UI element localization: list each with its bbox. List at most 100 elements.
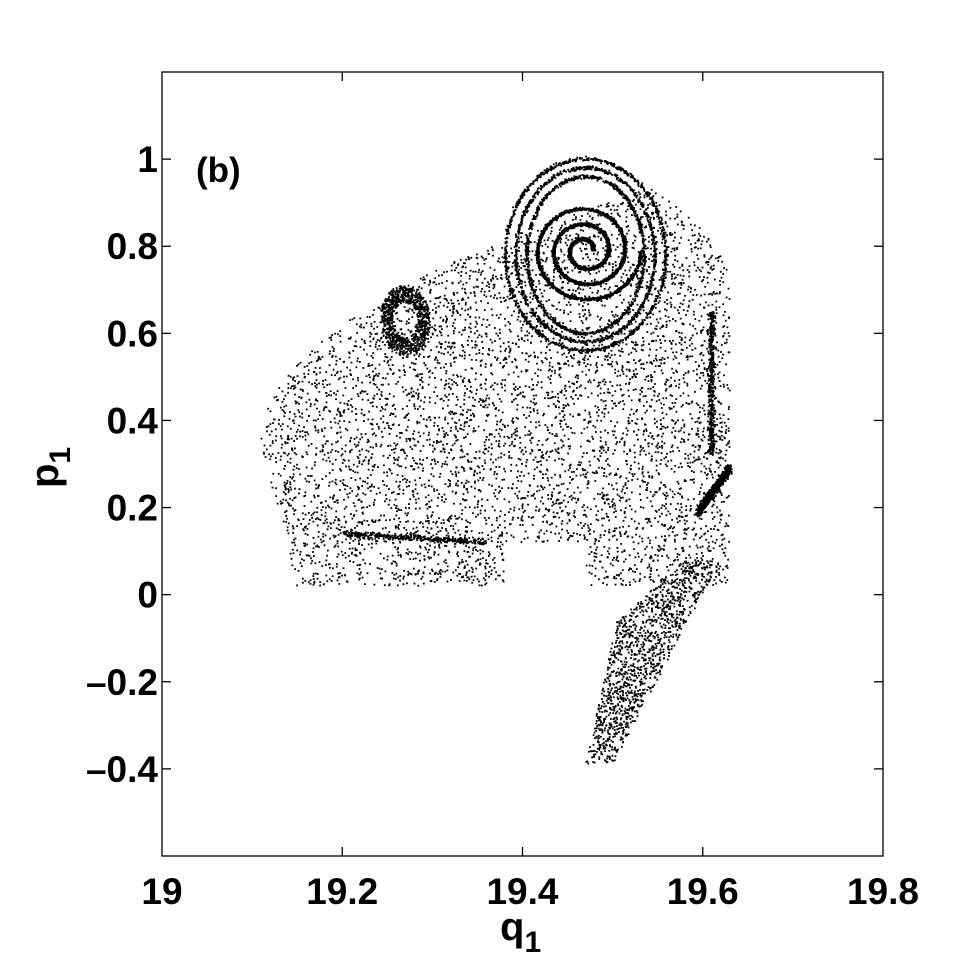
- scatter-point: [496, 420, 499, 423]
- scatter-point: [549, 232, 552, 235]
- scatter-point: [650, 234, 653, 237]
- scatter-point: [429, 300, 432, 303]
- scatter-point: [470, 418, 473, 421]
- scatter-point: [655, 464, 658, 467]
- scatter-point: [660, 481, 662, 484]
- scatter-point: [527, 472, 530, 475]
- scatter-point: [622, 485, 625, 488]
- scatter-point: [670, 407, 673, 410]
- scatter-point: [460, 576, 463, 579]
- scatter-point: [672, 339, 674, 342]
- scatter-point: [381, 317, 384, 319]
- scatter-point: [391, 534, 394, 537]
- scatter-point: [514, 397, 517, 400]
- scatter-point: [687, 371, 690, 374]
- scatter-point: [496, 497, 499, 500]
- scatter-point: [331, 469, 334, 471]
- scatter-point: [469, 327, 472, 330]
- scatter-point: [607, 388, 610, 391]
- scatter-point: [349, 337, 352, 340]
- scatter-point: [342, 479, 345, 481]
- scatter-point: [471, 404, 474, 407]
- scatter-point: [490, 573, 493, 575]
- scatter-point: [285, 521, 288, 523]
- scatter-point: [344, 427, 347, 430]
- scatter-point: [662, 492, 665, 495]
- scatter-point: [566, 282, 569, 285]
- scatter-point: [507, 321, 510, 323]
- scatter-point: [620, 332, 623, 335]
- scatter-point: [677, 466, 680, 469]
- scatter-point: [355, 445, 358, 448]
- scatter-point: [510, 470, 512, 472]
- scatter-point: [299, 415, 301, 418]
- scatter-point: [614, 449, 616, 452]
- scatter-point: [444, 418, 446, 421]
- scatter-point: [292, 507, 294, 510]
- scatter-point: [671, 431, 673, 434]
- scatter-point: [607, 449, 609, 451]
- scatter-point: [314, 562, 317, 565]
- scatter-point: [545, 258, 548, 261]
- scatter-point: [438, 282, 441, 285]
- scatter-point: [482, 550, 484, 553]
- scatter-point: [422, 418, 425, 421]
- scatter-point: [711, 518, 714, 520]
- scatter-point: [448, 341, 450, 344]
- scatter-point: [647, 471, 650, 474]
- scatter-point: [441, 496, 443, 498]
- scatter-point: [352, 463, 355, 466]
- scatter-point: [356, 572, 359, 575]
- scatter-point: [664, 494, 666, 497]
- scatter-point: [587, 481, 590, 483]
- scatter-point: [487, 249, 489, 252]
- scatter-point: [711, 254, 713, 257]
- scatter-point: [462, 346, 465, 348]
- scatter-point: [597, 510, 599, 513]
- scatter-point: [621, 437, 624, 439]
- scatter-point: [514, 434, 517, 437]
- scatter-point: [356, 357, 359, 360]
- scatter-point: [702, 354, 705, 357]
- scatter-point: [659, 463, 662, 465]
- scatter-point: [582, 288, 585, 291]
- scatter-point: [463, 398, 466, 401]
- scatter-point: [662, 325, 665, 328]
- scatter-point: [499, 313, 502, 316]
- scatter-point: [562, 499, 565, 502]
- scatter-point: [521, 241, 523, 243]
- scatter-point: [348, 542, 351, 544]
- scatter-point: [357, 521, 360, 524]
- scatter-point: [574, 516, 576, 518]
- scatter-point: [291, 525, 294, 527]
- scatter-point: [324, 500, 327, 502]
- scatter-point: [660, 369, 663, 372]
- scatter-point: [591, 347, 594, 350]
- scatter-point: [637, 270, 640, 272]
- scatter-point: [514, 386, 517, 388]
- scatter-point: [713, 278, 716, 281]
- scatter-point: [654, 517, 656, 520]
- scatter-point: [381, 407, 384, 410]
- scatter-point: [537, 381, 539, 384]
- scatter-point: [482, 405, 485, 408]
- scatter-point: [531, 378, 533, 381]
- scatter-point: [694, 224, 696, 227]
- scatter-point: [473, 575, 476, 578]
- scatter-point: [573, 213, 576, 216]
- scatter-point: [460, 448, 463, 451]
- scatter-point: [651, 475, 654, 478]
- scatter-point: [593, 530, 595, 533]
- scatter-point: [271, 486, 274, 489]
- scatter-point: [649, 202, 651, 205]
- scatter-point: [436, 579, 438, 582]
- scatter-point: [335, 441, 338, 444]
- scatter-point: [445, 528, 447, 530]
- scatter-point: [434, 573, 436, 575]
- scatter-point: [488, 290, 491, 292]
- scatter-point: [270, 455, 272, 458]
- scatter-point: [612, 452, 615, 455]
- scatter-point: [304, 513, 307, 516]
- scatter-point: [397, 485, 400, 488]
- scatter-point: [496, 517, 498, 519]
